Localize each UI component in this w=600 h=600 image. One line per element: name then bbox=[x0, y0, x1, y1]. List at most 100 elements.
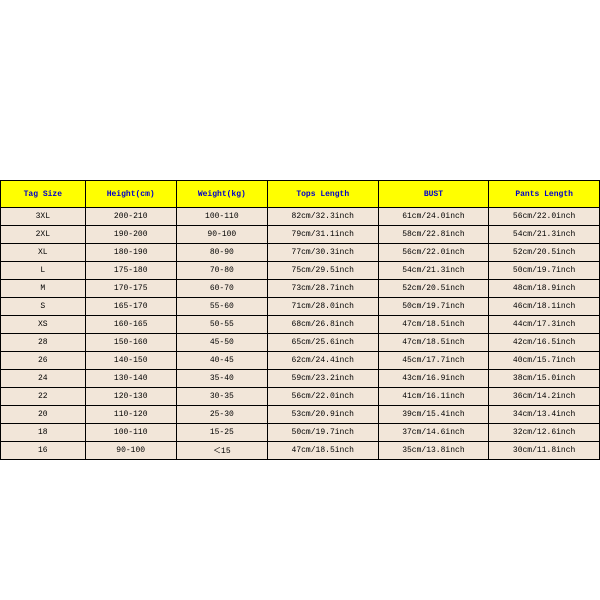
cell: 36cm/14.2inch bbox=[489, 388, 600, 406]
cell: 150-160 bbox=[85, 334, 176, 352]
cell: 100-110 bbox=[176, 208, 267, 226]
table-row: 20110-12025-3053cm/20.9inch39cm/15.4inch… bbox=[1, 406, 600, 424]
cell: 53cm/20.9inch bbox=[267, 406, 378, 424]
cell: 180-190 bbox=[85, 244, 176, 262]
cell: L bbox=[1, 262, 86, 280]
table-row: 26140-15040-4562cm/24.4inch45cm/17.7inch… bbox=[1, 352, 600, 370]
cell: 50-55 bbox=[176, 316, 267, 334]
table-row: 2XL190-20090-10079cm/31.1inch58cm/22.8in… bbox=[1, 226, 600, 244]
table-row: 3XL200-210100-11082cm/32.3inch61cm/24.0i… bbox=[1, 208, 600, 226]
cell: 160-165 bbox=[85, 316, 176, 334]
col-weight: Weight(kg) bbox=[176, 181, 267, 208]
cell: 50cm/19.7inch bbox=[378, 298, 489, 316]
table-row: 28150-16045-5065cm/25.6inch47cm/18.5inch… bbox=[1, 334, 600, 352]
col-bust: BUST bbox=[378, 181, 489, 208]
cell: 100-110 bbox=[85, 424, 176, 442]
cell: 58cm/22.8inch bbox=[378, 226, 489, 244]
col-tops-length: Tops Length bbox=[267, 181, 378, 208]
cell: 50cm/19.7inch bbox=[489, 262, 600, 280]
cell: 80-90 bbox=[176, 244, 267, 262]
col-pants-length: Pants Length bbox=[489, 181, 600, 208]
cell: 55-60 bbox=[176, 298, 267, 316]
cell: 77cm/30.3inch bbox=[267, 244, 378, 262]
cell: 190-200 bbox=[85, 226, 176, 244]
cell: 140-150 bbox=[85, 352, 176, 370]
cell: 37cm/14.6inch bbox=[378, 424, 489, 442]
col-tag-size: Tag Size bbox=[1, 181, 86, 208]
cell: 62cm/24.4inch bbox=[267, 352, 378, 370]
cell: 38cm/15.0inch bbox=[489, 370, 600, 388]
table-row: 18100-11015-2550cm/19.7inch37cm/14.6inch… bbox=[1, 424, 600, 442]
cell: XS bbox=[1, 316, 86, 334]
cell: 45cm/17.7inch bbox=[378, 352, 489, 370]
cell: 68cm/26.8inch bbox=[267, 316, 378, 334]
size-chart-table: Tag Size Height(cm) Weight(kg) Tops Leng… bbox=[0, 180, 600, 460]
cell: 40-45 bbox=[176, 352, 267, 370]
cell: 47cm/18.5inch bbox=[378, 334, 489, 352]
size-chart-container: Tag Size Height(cm) Weight(kg) Tops Leng… bbox=[0, 180, 600, 460]
cell: 75cm/29.5inch bbox=[267, 262, 378, 280]
cell: ＜15 bbox=[176, 442, 267, 460]
cell: 90-100 bbox=[176, 226, 267, 244]
cell: 44cm/17.3inch bbox=[489, 316, 600, 334]
cell: 54cm/21.3inch bbox=[378, 262, 489, 280]
cell: 47cm/18.5inch bbox=[267, 442, 378, 460]
cell: S bbox=[1, 298, 86, 316]
cell: 165-170 bbox=[85, 298, 176, 316]
cell: 47cm/18.5inch bbox=[378, 316, 489, 334]
table-row: M170-17560-7073cm/28.7inch52cm/20.5inch4… bbox=[1, 280, 600, 298]
cell: 130-140 bbox=[85, 370, 176, 388]
cell: 15-25 bbox=[176, 424, 267, 442]
cell: 90-100 bbox=[85, 442, 176, 460]
cell: 82cm/32.3inch bbox=[267, 208, 378, 226]
cell: 56cm/22.0inch bbox=[489, 208, 600, 226]
table-row: XL180-19080-9077cm/30.3inch56cm/22.0inch… bbox=[1, 244, 600, 262]
cell: 32cm/12.6inch bbox=[489, 424, 600, 442]
cell: 71cm/28.0inch bbox=[267, 298, 378, 316]
header-row: Tag Size Height(cm) Weight(kg) Tops Leng… bbox=[1, 181, 600, 208]
cell: 60-70 bbox=[176, 280, 267, 298]
table-row: 1690-100＜1547cm/18.5inch35cm/13.8inch30c… bbox=[1, 442, 600, 460]
cell: 73cm/28.7inch bbox=[267, 280, 378, 298]
cell: 3XL bbox=[1, 208, 86, 226]
cell: 30cm/11.8inch bbox=[489, 442, 600, 460]
cell: 52cm/20.5inch bbox=[378, 280, 489, 298]
cell: 16 bbox=[1, 442, 86, 460]
cell: 42cm/16.5inch bbox=[489, 334, 600, 352]
cell: 45-50 bbox=[176, 334, 267, 352]
cell: 120-130 bbox=[85, 388, 176, 406]
cell: 18 bbox=[1, 424, 86, 442]
cell: 28 bbox=[1, 334, 86, 352]
cell: 41cm/16.1inch bbox=[378, 388, 489, 406]
cell: 35cm/13.8inch bbox=[378, 442, 489, 460]
table-row: L175-18070-8075cm/29.5inch54cm/21.3inch5… bbox=[1, 262, 600, 280]
cell: XL bbox=[1, 244, 86, 262]
col-height: Height(cm) bbox=[85, 181, 176, 208]
cell: 26 bbox=[1, 352, 86, 370]
cell: 56cm/22.0inch bbox=[378, 244, 489, 262]
cell: 20 bbox=[1, 406, 86, 424]
cell: 54cm/21.3inch bbox=[489, 226, 600, 244]
cell: 79cm/31.1inch bbox=[267, 226, 378, 244]
table-row: S165-17055-6071cm/28.0inch50cm/19.7inch4… bbox=[1, 298, 600, 316]
cell: 56cm/22.0inch bbox=[267, 388, 378, 406]
cell: 30-35 bbox=[176, 388, 267, 406]
cell: 24 bbox=[1, 370, 86, 388]
cell: 52cm/20.5inch bbox=[489, 244, 600, 262]
cell: 25-30 bbox=[176, 406, 267, 424]
cell: 46cm/18.1inch bbox=[489, 298, 600, 316]
cell: 65cm/25.6inch bbox=[267, 334, 378, 352]
cell: 22 bbox=[1, 388, 86, 406]
table-row: 22120-13030-3556cm/22.0inch41cm/16.1inch… bbox=[1, 388, 600, 406]
cell: 200-210 bbox=[85, 208, 176, 226]
table-row: 24130-14035-4059cm/23.2inch43cm/16.9inch… bbox=[1, 370, 600, 388]
table-row: XS160-16550-5568cm/26.8inch47cm/18.5inch… bbox=[1, 316, 600, 334]
cell: 2XL bbox=[1, 226, 86, 244]
cell: 70-80 bbox=[176, 262, 267, 280]
cell: 61cm/24.0inch bbox=[378, 208, 489, 226]
cell: 43cm/16.9inch bbox=[378, 370, 489, 388]
cell: 59cm/23.2inch bbox=[267, 370, 378, 388]
cell: 175-180 bbox=[85, 262, 176, 280]
cell: 48cm/18.9inch bbox=[489, 280, 600, 298]
cell: 40cm/15.7inch bbox=[489, 352, 600, 370]
